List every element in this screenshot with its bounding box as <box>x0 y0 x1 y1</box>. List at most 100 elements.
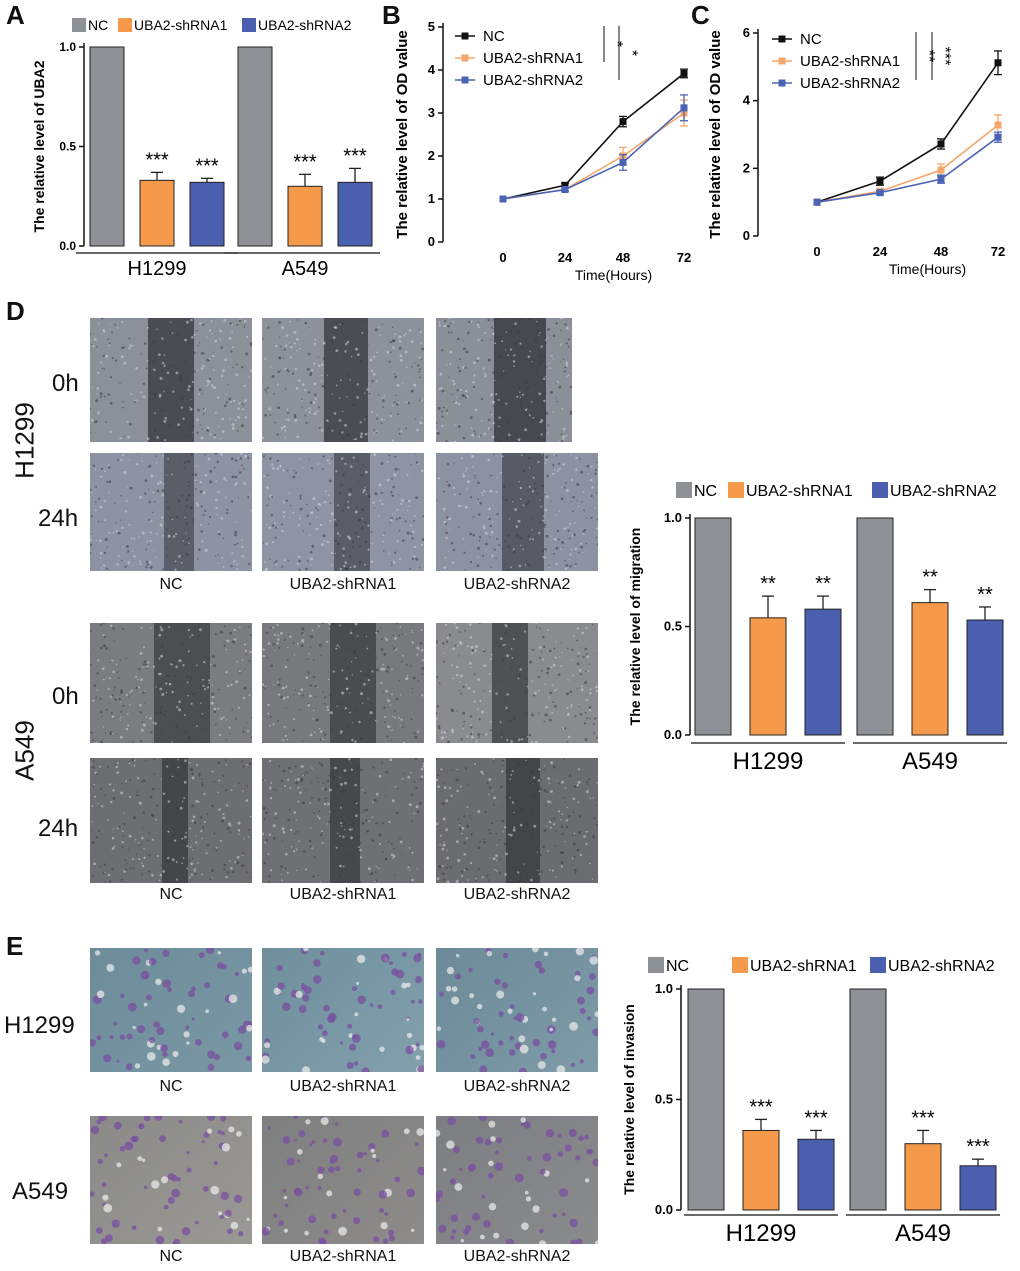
legend-marker <box>778 79 786 87</box>
significance-label: ** <box>815 573 831 595</box>
bar <box>911 602 949 736</box>
legend-swatch <box>732 957 748 973</box>
data-point <box>994 133 1002 141</box>
legend-label: UBA2-shRNA2 <box>888 958 995 975</box>
col-label-sh2: UBA2-shRNA2 <box>463 1078 571 1095</box>
scratch-image-a549-24h-nc <box>90 758 252 883</box>
legend-label: UBA2-shRNA1 <box>800 53 900 70</box>
x-axis-label: Time(Hours) <box>889 261 966 277</box>
significance-label: *** <box>293 151 317 173</box>
y-tick-label: 0.0 <box>664 727 682 742</box>
data-point <box>561 181 569 189</box>
scratch-image-h1299-0h-sh1 <box>262 318 424 442</box>
data-point <box>937 140 945 148</box>
row-label-h1299: H1299 <box>9 402 40 479</box>
significance-label: *** <box>145 149 169 171</box>
legend-label: UBA2-shRNA1 <box>750 958 857 975</box>
bar <box>287 185 323 247</box>
y-tick-label: 1.0 <box>664 510 682 525</box>
col-label-sh1: UBA2-shRNA1 <box>289 576 397 593</box>
y-tick-label: 4 <box>743 93 751 108</box>
legend-swatch <box>870 957 886 973</box>
bar <box>904 1143 942 1211</box>
bar <box>804 608 842 736</box>
x-tick-label: 48 <box>934 244 948 259</box>
invasion-image-a549-sh2 <box>436 1116 598 1244</box>
panel-letter-d: D <box>6 296 25 326</box>
y-tick-label: 0.0 <box>59 239 76 253</box>
bar <box>89 46 125 247</box>
legend-label: UBA2-shRNA2 <box>483 72 583 89</box>
legend-label: NC <box>88 17 108 33</box>
scratch-image-h1299-0h-sh2 <box>436 318 572 442</box>
bar <box>337 181 373 247</box>
time-label-0h: 0h <box>52 370 79 397</box>
significance-label: * <box>608 41 625 47</box>
significance-label: *** <box>804 1107 828 1129</box>
y-tick-label: 0.5 <box>664 619 682 634</box>
y-tick-label: 1.0 <box>655 981 673 996</box>
scratch-image-a549-24h-sh1 <box>262 758 424 883</box>
col-label-nc: NC <box>159 1248 183 1265</box>
legend-label: NC <box>666 958 689 975</box>
row-label-a549: A549 <box>12 1178 69 1205</box>
scratch-image-a549-0h-sh2 <box>436 623 598 743</box>
data-point <box>994 121 1002 129</box>
series-line <box>816 136 999 203</box>
significance-label: * <box>623 50 640 56</box>
legend-label: UBA2-shRNA1 <box>483 50 583 67</box>
col-label-nc: NC <box>159 1078 183 1095</box>
bar <box>742 1129 780 1211</box>
y-tick-label: 0 <box>743 228 750 243</box>
legend-label: NC <box>694 483 717 500</box>
significance-label: ** <box>922 567 938 589</box>
legend-label: NC <box>800 31 822 48</box>
col-label-nc: NC <box>159 886 183 903</box>
x-tick-label: 72 <box>677 250 691 265</box>
significance-label: *** <box>195 155 219 177</box>
y-tick-label: 2 <box>743 160 750 175</box>
y-axis-label: The relative level of OD value <box>707 30 724 238</box>
y-tick-label: 2 <box>428 148 435 163</box>
data-point <box>561 186 569 194</box>
scratch-image-h1299-24h-sh2 <box>436 453 598 571</box>
panel-letter-c: C <box>691 0 710 30</box>
legend-label: UBA2-shRNA2 <box>890 483 997 500</box>
time-label-24h: 24h <box>38 815 79 842</box>
bar <box>849 988 887 1211</box>
y-tick-label: 6 <box>743 25 750 40</box>
bar <box>687 988 725 1211</box>
bar <box>749 617 787 736</box>
legend-marker <box>461 32 469 40</box>
y-axis-label: The relative level of OD value <box>394 30 411 238</box>
series-line <box>816 62 999 203</box>
panel-letter-a: A <box>6 0 25 30</box>
significance-label: ** <box>760 573 776 595</box>
y-axis-label: The relative level of UBA2 <box>31 60 47 232</box>
y-tick-label: 3 <box>428 105 435 120</box>
panel-letter-b: B <box>382 0 401 30</box>
data-point <box>876 177 884 185</box>
data-point <box>619 158 627 166</box>
data-point <box>499 195 507 203</box>
significance-label: *** <box>749 1096 773 1118</box>
scratch-image-a549-0h-nc <box>90 623 252 743</box>
significance-label: ** <box>977 584 993 606</box>
bar <box>959 1165 997 1211</box>
group-label: A549 <box>282 258 329 280</box>
legend-swatch <box>242 18 256 32</box>
group-label: A549 <box>902 748 958 775</box>
y-tick-label: 1.0 <box>59 40 76 54</box>
data-point <box>680 104 688 112</box>
bar <box>694 517 732 736</box>
x-tick-label: 0 <box>499 250 506 265</box>
significance-label: ** <box>920 50 937 62</box>
significance-label: *** <box>936 47 953 66</box>
panel-letter-e: E <box>6 931 24 961</box>
data-point <box>937 175 945 183</box>
chart-d: NC UBA2-shRNA1 UBA2-shRNA2 The relative lev… <box>627 482 1007 775</box>
y-axis-label: The relative level of invasion <box>621 1004 637 1195</box>
col-label-sh1: UBA2-shRNA1 <box>289 1078 397 1095</box>
legend-marker <box>461 76 469 84</box>
data-point <box>876 189 884 197</box>
